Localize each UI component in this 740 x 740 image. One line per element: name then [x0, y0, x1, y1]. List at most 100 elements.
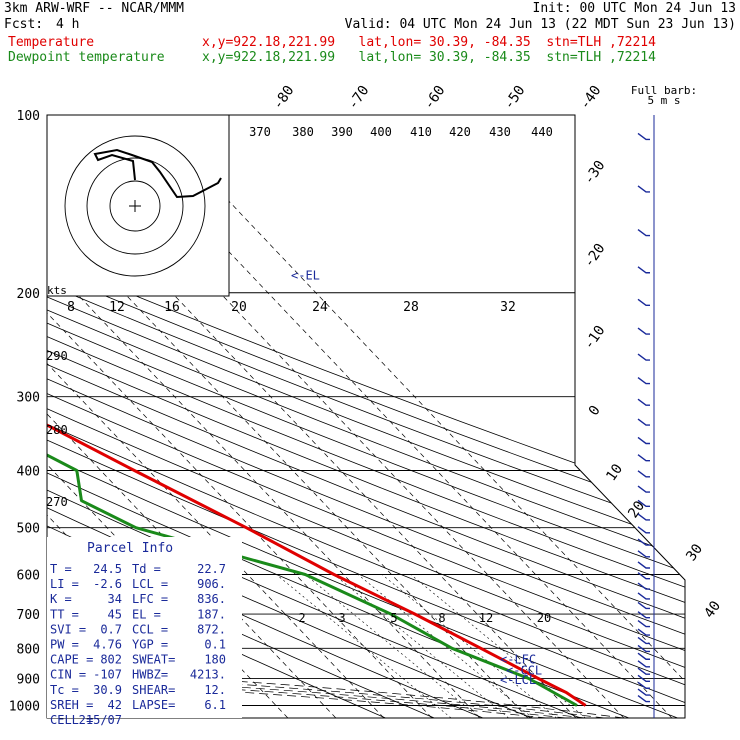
parcel-info-key: K =	[50, 592, 72, 606]
wind-barb	[637, 561, 650, 569]
parcel-info-value: 802	[100, 653, 122, 667]
wind-units: 5 m s	[647, 94, 680, 107]
wind-barb	[637, 538, 650, 546]
pressure-label: 100	[17, 109, 40, 124]
isotherm-label: -40	[577, 83, 605, 113]
hodograph-speed-label: 24	[312, 300, 328, 315]
dry-adiabat-line	[47, 139, 685, 718]
isotherm-label: 20	[625, 498, 648, 521]
wind-barb	[637, 298, 650, 306]
isotherm-label: 0	[586, 403, 604, 419]
parcel-info-key: SHEAR=	[132, 683, 175, 697]
hodograph-speed-label: 28	[403, 300, 419, 315]
isotherm-label: -20	[581, 241, 609, 271]
isotherm-label: 30	[683, 541, 706, 564]
mixing-ratio-label: 5	[390, 611, 397, 625]
pressure-label: 1000	[9, 699, 40, 714]
wind-barb	[637, 470, 650, 478]
wind-barb	[637, 644, 650, 653]
wind-barb	[637, 601, 650, 610]
dry-adiabat-line	[47, 139, 685, 718]
forecast-label: Fcst:	[4, 17, 44, 32]
mixing-ratio-label: 20	[537, 611, 551, 625]
parcel-info-key: CAPE =	[50, 653, 93, 667]
parcel-info-key: LAPSE=	[132, 698, 175, 712]
parcel-info-value: 30.9	[93, 683, 122, 697]
level-marker-el: <-EL	[291, 269, 320, 283]
wind-barb	[637, 628, 650, 636]
parcel-info-key: CELL =	[50, 713, 93, 727]
isotherm-label: 10	[603, 461, 626, 484]
parcel-info-value: 872.	[197, 622, 226, 636]
dry-adiabat-line	[47, 139, 685, 718]
mixing-ratio-line	[381, 574, 557, 718]
theta-label: 280	[46, 423, 68, 437]
mixing-ratio-label: 3	[338, 611, 345, 625]
wind-barb	[637, 667, 650, 675]
pressure-label: 200	[17, 287, 40, 302]
level-marker-lcl: <-LCL	[500, 673, 536, 687]
hodograph-ring	[86, 157, 184, 255]
pressure-label: 300	[17, 391, 40, 406]
parcel-info-value: 0.7	[100, 622, 122, 636]
temperature-location: x,y=922.18,221.99 lat,lon= 30.39, -84.35…	[202, 35, 656, 50]
parcel-info-value: 12.	[204, 683, 226, 697]
hodograph-ring	[109, 180, 161, 232]
model-title: 3km ARW-WRF -- NCAR/MMM	[4, 1, 185, 16]
parcel-info-key: LI =	[50, 577, 79, 591]
wind-barb	[637, 436, 650, 445]
parcel-info-value: 4213.	[190, 668, 226, 682]
wind-barb	[637, 550, 650, 558]
isotherm-label: -80	[270, 83, 298, 113]
parcel-info-value: 0.1	[204, 638, 226, 652]
parcel-info-key: CIN =	[50, 668, 86, 682]
pressure-label: 800	[17, 642, 40, 657]
mixing-ratio-label: 12	[479, 611, 493, 625]
parcel-info-value: 6.1	[204, 698, 226, 712]
pressure-label: 700	[17, 608, 40, 623]
hodograph-ring	[64, 135, 206, 277]
parcel-info-value: 906.	[197, 577, 226, 591]
dry-adiabat-line	[47, 139, 685, 718]
wind-barb	[637, 499, 650, 508]
dewpoint-location: x,y=922.18,221.99 lat,lon= 30.39, -84.35…	[202, 50, 656, 65]
parcel-info-value: -107	[93, 668, 122, 682]
wind-barb	[637, 485, 650, 493]
theta-label: 270	[46, 495, 68, 509]
mixing-ratio-label: 8	[438, 611, 445, 625]
isotherm-line	[47, 115, 433, 718]
wind-barb	[637, 619, 650, 628]
parcel-info-key: LFC =	[132, 592, 168, 606]
parcel-info-key: YGP =	[132, 638, 168, 652]
parcel-info-key: SVI =	[50, 622, 86, 636]
isotherm-line	[146, 115, 685, 718]
isotherm-line	[47, 115, 49, 718]
hodograph-speed-label: 12	[109, 300, 125, 315]
isotherm-label: -60	[421, 83, 449, 113]
parcel-info-panel	[47, 537, 242, 718]
wind-barb	[637, 652, 650, 660]
isotherm-label: -50	[501, 83, 529, 113]
isotherm-label: -10	[581, 323, 609, 353]
pressure-label: 400	[17, 465, 40, 480]
wind-title: Full barb:	[631, 84, 697, 97]
level-marker-ccl: <-CCL	[506, 663, 542, 677]
theta-label: 410	[410, 125, 432, 139]
isotherm-label: 40	[701, 598, 724, 621]
parcel-info-key: PW =	[50, 638, 79, 652]
pressure-label: 900	[17, 672, 40, 687]
parcel-info-value: 4.76	[93, 638, 122, 652]
dewpoint-line	[47, 115, 578, 707]
parcel-info-title: Parcel Info	[87, 541, 173, 556]
hodograph-speed-label: 32	[500, 300, 516, 315]
isotherm-line	[47, 115, 385, 718]
parcel-info-value: 34	[108, 592, 122, 606]
pressure-label: 600	[17, 568, 40, 583]
parcel-info-key: Td =	[132, 562, 161, 576]
dry-adiabat-line	[47, 139, 685, 718]
parcel-info-key: EL =	[132, 607, 161, 621]
wind-barb	[637, 353, 650, 361]
theta-label: 420	[449, 125, 471, 139]
wind-barb	[637, 695, 650, 703]
theta-label: 390	[331, 125, 353, 139]
